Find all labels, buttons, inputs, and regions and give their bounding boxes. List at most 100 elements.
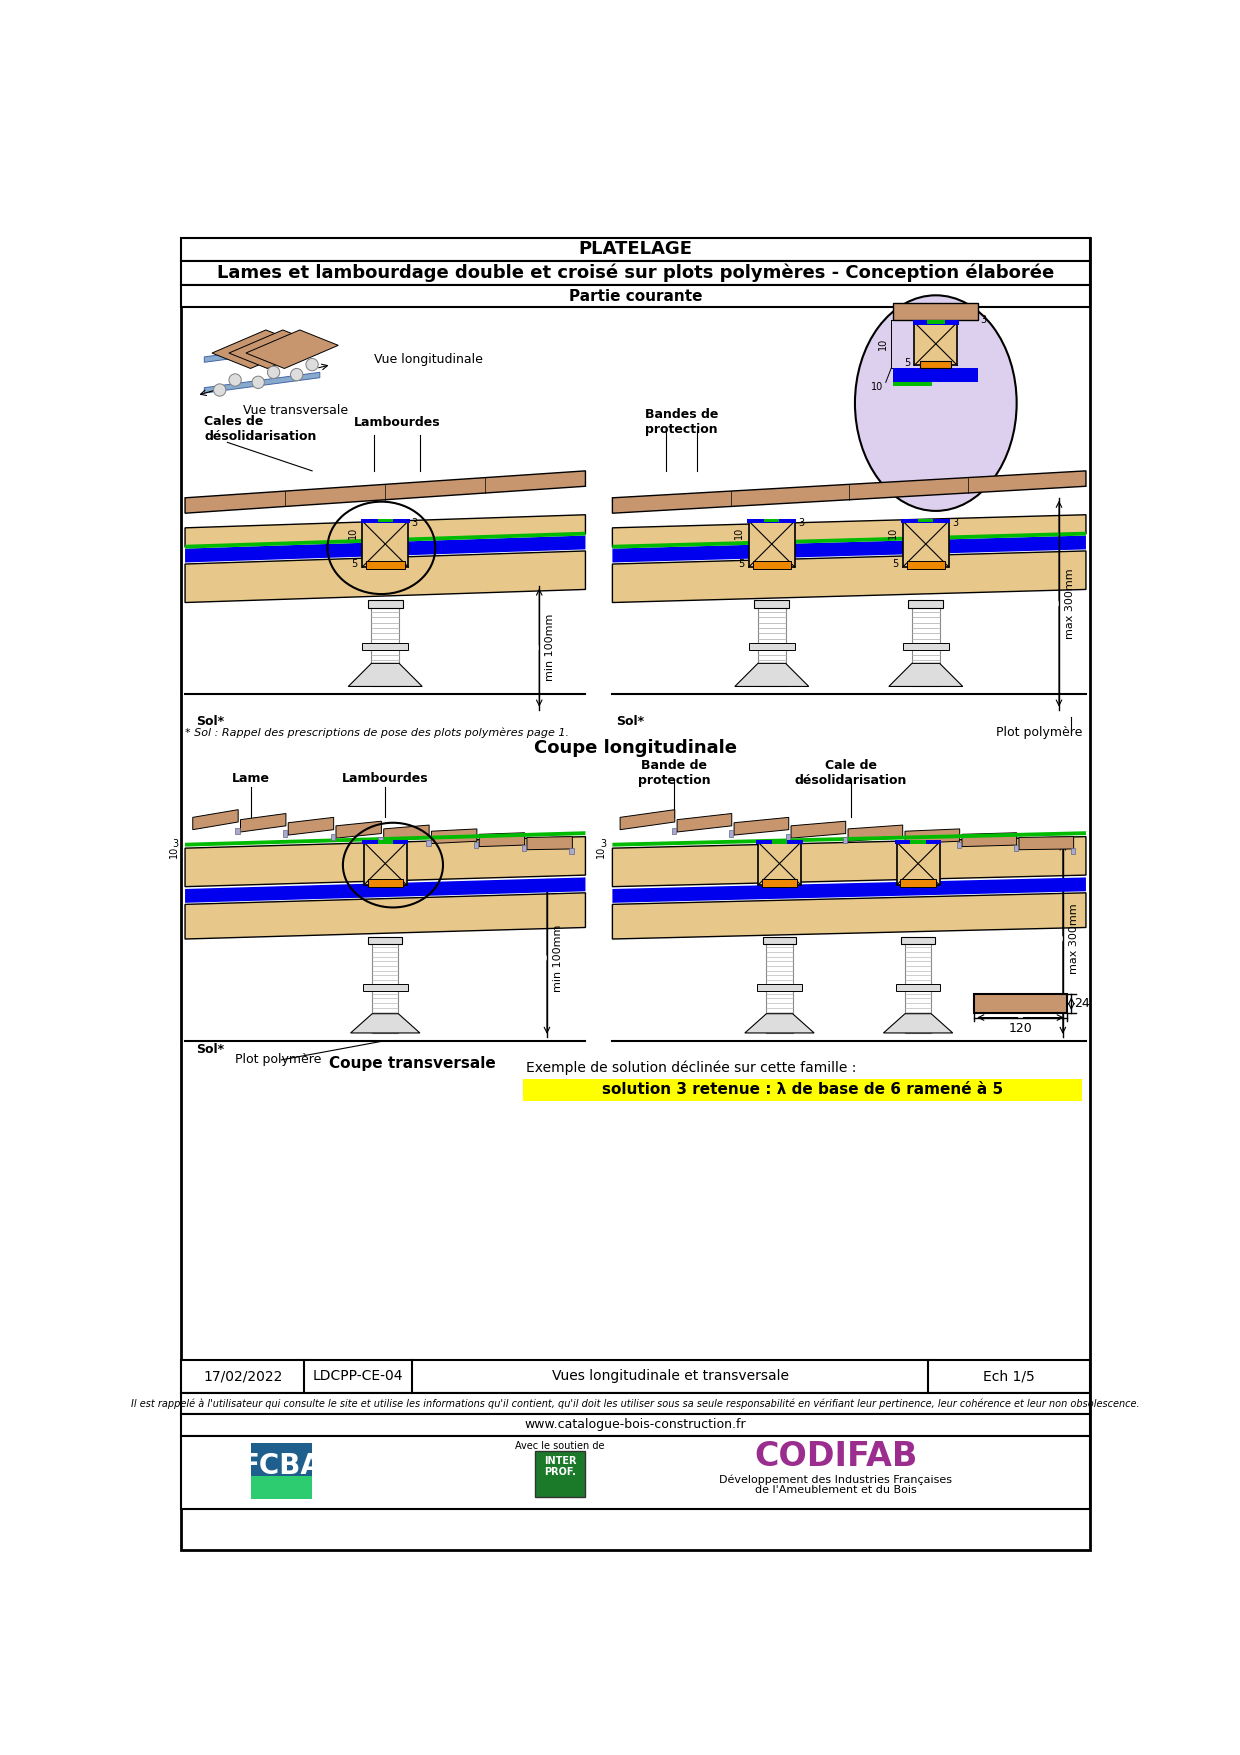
Polygon shape xyxy=(336,821,382,839)
Bar xyxy=(366,562,404,569)
Bar xyxy=(181,237,1090,261)
Text: Coupe transversale: Coupe transversale xyxy=(329,1057,496,1071)
Polygon shape xyxy=(241,814,286,832)
Bar xyxy=(372,942,398,1034)
Bar xyxy=(900,879,936,886)
Bar xyxy=(956,842,961,848)
Text: 10: 10 xyxy=(878,339,888,351)
Bar xyxy=(894,304,978,319)
Text: min 100mm: min 100mm xyxy=(546,614,556,681)
Bar xyxy=(758,842,801,885)
Bar xyxy=(1070,848,1075,855)
Bar xyxy=(897,842,940,885)
Bar xyxy=(910,839,926,844)
Bar xyxy=(569,848,574,855)
Bar xyxy=(914,323,957,365)
Bar xyxy=(729,830,733,837)
Bar xyxy=(895,985,940,990)
Bar xyxy=(362,521,408,567)
Bar xyxy=(367,600,403,607)
Polygon shape xyxy=(185,837,585,886)
Polygon shape xyxy=(205,342,320,362)
Text: Vue longitudinale: Vue longitudinale xyxy=(373,353,482,365)
Polygon shape xyxy=(185,893,585,939)
Text: 3: 3 xyxy=(981,314,987,325)
Text: solution 3 retenue : λ de base de 6 ramené à 5: solution 3 retenue : λ de base de 6 rame… xyxy=(601,1083,1003,1097)
Bar xyxy=(771,839,787,844)
Bar xyxy=(766,942,792,1034)
Circle shape xyxy=(229,374,242,386)
Bar xyxy=(1013,846,1018,851)
Bar xyxy=(763,937,796,944)
Bar xyxy=(913,319,959,325)
Text: Sol*: Sol* xyxy=(616,714,645,728)
Bar xyxy=(181,1436,1090,1509)
Polygon shape xyxy=(613,535,1086,563)
Bar xyxy=(901,937,935,944)
Polygon shape xyxy=(613,837,1086,886)
Bar xyxy=(748,518,796,523)
Bar xyxy=(250,1476,312,1499)
Bar xyxy=(761,879,797,886)
Polygon shape xyxy=(613,832,1086,846)
Bar xyxy=(920,362,951,369)
Text: Plot polymère: Plot polymère xyxy=(236,1053,321,1067)
Text: Lambourdes: Lambourdes xyxy=(342,772,429,784)
Bar xyxy=(749,644,795,649)
Polygon shape xyxy=(185,878,585,902)
Bar xyxy=(181,1360,1090,1392)
Bar xyxy=(367,879,403,886)
Polygon shape xyxy=(185,832,585,846)
Bar xyxy=(754,600,790,607)
Text: Sol*: Sol* xyxy=(197,1044,224,1057)
Circle shape xyxy=(290,369,303,381)
Bar xyxy=(894,383,932,386)
Bar xyxy=(236,828,239,834)
Bar xyxy=(331,834,335,839)
Text: 10: 10 xyxy=(347,526,357,539)
Text: 10: 10 xyxy=(888,526,898,539)
Text: max 300mm: max 300mm xyxy=(1069,904,1079,974)
Text: 3: 3 xyxy=(952,518,959,528)
Text: max 300mm: max 300mm xyxy=(1065,569,1075,639)
Text: CODIFAB: CODIFAB xyxy=(754,1439,918,1472)
Text: Exemple de solution déclinée sur cette famille :: Exemple de solution déclinée sur cette f… xyxy=(527,1060,857,1074)
Text: Vue transversale: Vue transversale xyxy=(243,404,348,418)
Polygon shape xyxy=(229,330,321,369)
Polygon shape xyxy=(905,828,960,844)
Bar xyxy=(181,1415,1090,1436)
Bar xyxy=(181,1392,1090,1415)
Text: Partie courante: Partie courante xyxy=(569,288,702,304)
Text: 10: 10 xyxy=(734,526,744,539)
Bar xyxy=(786,834,790,839)
Polygon shape xyxy=(613,878,1086,902)
Text: 5: 5 xyxy=(892,560,898,569)
Bar xyxy=(758,985,802,990)
Text: 10: 10 xyxy=(872,383,883,391)
Text: Lame: Lame xyxy=(232,772,269,784)
Text: 10: 10 xyxy=(596,846,606,858)
Text: Coupe longitudinale: Coupe longitudinale xyxy=(534,739,737,756)
Bar xyxy=(975,995,1066,1013)
Bar xyxy=(749,521,795,567)
Text: Vues longitudinale et transversale: Vues longitudinale et transversale xyxy=(552,1369,789,1383)
Bar xyxy=(378,837,383,842)
Bar xyxy=(672,828,676,834)
Polygon shape xyxy=(246,330,339,369)
Polygon shape xyxy=(613,470,1086,512)
Polygon shape xyxy=(735,663,808,686)
Polygon shape xyxy=(791,821,846,839)
Polygon shape xyxy=(192,809,238,830)
Polygon shape xyxy=(620,809,675,830)
Polygon shape xyxy=(677,814,732,832)
Polygon shape xyxy=(613,514,1086,548)
Ellipse shape xyxy=(854,295,1017,511)
Circle shape xyxy=(213,384,226,397)
Circle shape xyxy=(268,367,280,379)
Text: 5: 5 xyxy=(351,560,357,569)
Text: 3: 3 xyxy=(799,518,804,528)
Text: 10: 10 xyxy=(169,846,179,858)
Text: 120: 120 xyxy=(1008,1021,1033,1035)
Polygon shape xyxy=(613,532,1086,549)
Text: 3: 3 xyxy=(412,518,418,528)
